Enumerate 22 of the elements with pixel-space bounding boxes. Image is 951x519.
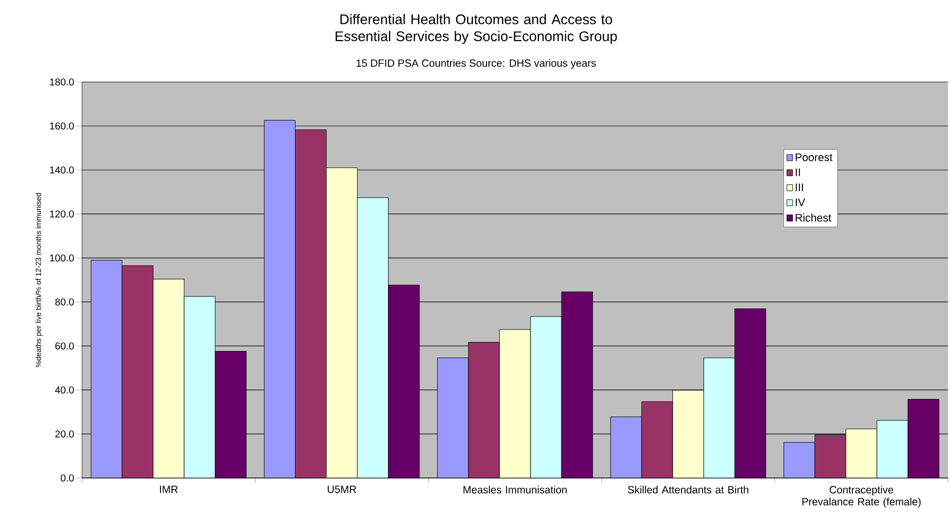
- x-tick-label: IMR: [160, 486, 178, 493]
- y-tick-label: 140.0: [50, 166, 74, 174]
- y-tick-label: 80.0: [55, 298, 74, 306]
- y-tick-label: 100.0: [50, 254, 74, 262]
- chart-subtitle: 15 DFID PSA Countries Source: DHS various years: [356, 59, 596, 69]
- legend-label: Richest: [796, 214, 832, 222]
- y-tick-label: 20.0: [55, 430, 74, 438]
- x-tick-label: Skilled Attendants at Birth: [628, 486, 748, 494]
- y-tick-label: 0.0: [60, 474, 74, 482]
- x-tick-label: U5MR: [328, 486, 356, 494]
- x-tick-label: Measles Immunisation: [464, 486, 567, 494]
- y-tick-label: 60.0: [55, 342, 74, 350]
- legend-label: IV: [796, 198, 806, 206]
- y-tick-label: 180.0: [50, 78, 74, 86]
- x-tick-label: Contraceptive Prevalance Rate (female): [802, 486, 921, 508]
- legend-label: II: [796, 168, 800, 176]
- legend-label: Poorest: [796, 154, 833, 162]
- y-tick-label: 120.0: [50, 210, 74, 218]
- y-tick-label: 40.0: [55, 386, 74, 394]
- legend-label: III: [796, 184, 803, 192]
- y-tick-label: 160.0: [50, 122, 74, 130]
- chart-title: Differential Health Outcomes and Access to Essential Services by Socio-Economic Group: [336, 14, 617, 44]
